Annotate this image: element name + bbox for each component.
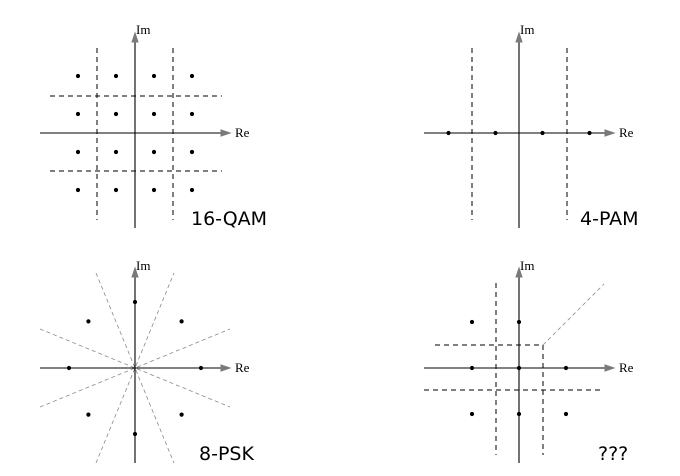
constellation-point — [75, 149, 81, 155]
im-axis-arrow-icon — [131, 31, 139, 43]
boundary-22deg — [39, 328, 231, 408]
constellation-point — [189, 111, 195, 117]
re-axis-label: Re — [235, 360, 250, 375]
constellation-point — [469, 319, 475, 325]
re-axis-arrow-icon — [604, 129, 616, 137]
im-axis-arrow-icon — [515, 266, 523, 278]
constellation-point — [516, 411, 522, 417]
constellation-point — [446, 130, 451, 136]
re-axis-label: Re — [619, 360, 634, 375]
constellation-point — [540, 130, 545, 136]
panel-8psk: Im Re 8-PSK — [39, 258, 254, 465]
re-axis-arrow-icon — [220, 364, 232, 372]
constellation-point — [86, 412, 91, 417]
constellation-point — [86, 319, 91, 324]
im-axis-arrow-icon — [515, 31, 523, 43]
im-axis-label: Im — [136, 22, 150, 37]
constellation-point — [151, 187, 157, 193]
constellation-point — [132, 431, 138, 437]
constellation-point — [151, 111, 157, 117]
panel-title-unknown: ??? — [598, 443, 628, 465]
constellation-point — [151, 73, 157, 79]
constellation-point — [66, 365, 72, 371]
constellation-point — [179, 319, 184, 324]
re-axis-label: Re — [619, 125, 634, 140]
constellation-point — [516, 365, 522, 371]
constellation-points-unknown — [469, 319, 569, 417]
panel-title-16qam: 16-QAM — [191, 208, 267, 230]
im-axis-label: Im — [136, 258, 150, 273]
constellation-point — [75, 187, 81, 193]
constellation-points-8psk — [66, 299, 204, 437]
boundary-diagonal — [542, 283, 605, 346]
panel-16qam: Im Re 16-QAM — [40, 22, 267, 230]
constellation-point — [75, 111, 81, 117]
constellation-point — [563, 411, 569, 417]
re-axis-label: Re — [235, 125, 250, 140]
decision-boundaries-unknown — [424, 283, 605, 455]
constellation-point — [75, 73, 81, 79]
decision-boundaries-4pam — [471, 48, 568, 220]
boundary-67deg — [95, 272, 175, 464]
constellation-point — [113, 111, 119, 117]
constellation-point — [469, 411, 475, 417]
panel-4pam: Im Re 4-PAM — [424, 22, 639, 230]
constellation-point — [151, 149, 157, 155]
constellation-point — [493, 130, 498, 136]
constellation-point — [587, 130, 592, 136]
constellation-point — [189, 187, 195, 193]
panel-title-8psk: 8-PSK — [199, 443, 254, 465]
constellation-point — [179, 412, 184, 417]
re-axis-arrow-icon — [604, 364, 616, 372]
re-axis-arrow-icon — [220, 129, 232, 137]
im-axis-label: Im — [520, 258, 534, 273]
constellation-point — [113, 73, 119, 79]
boundary-157deg — [39, 328, 231, 408]
constellation-point — [132, 299, 138, 305]
constellation-point — [113, 187, 119, 193]
constellation-point — [516, 319, 522, 325]
panel-title-4pam: 4-PAM — [580, 208, 639, 230]
im-axis-arrow-icon — [131, 266, 139, 278]
constellation-point — [189, 73, 195, 79]
constellation-point — [563, 365, 569, 371]
decision-boundaries-8psk — [39, 272, 231, 464]
boundary-112deg — [95, 272, 175, 464]
constellation-point — [189, 149, 195, 155]
constellation-points-4pam — [446, 130, 592, 136]
constellation-point — [469, 365, 475, 371]
im-axis-label: Im — [520, 22, 534, 37]
constellation-point — [198, 365, 204, 371]
constellation-point — [113, 149, 119, 155]
constellation-points-16qam — [75, 73, 195, 193]
decision-boundaries-16qam — [50, 48, 222, 220]
panel-unknown: Im Re ??? — [424, 258, 634, 465]
